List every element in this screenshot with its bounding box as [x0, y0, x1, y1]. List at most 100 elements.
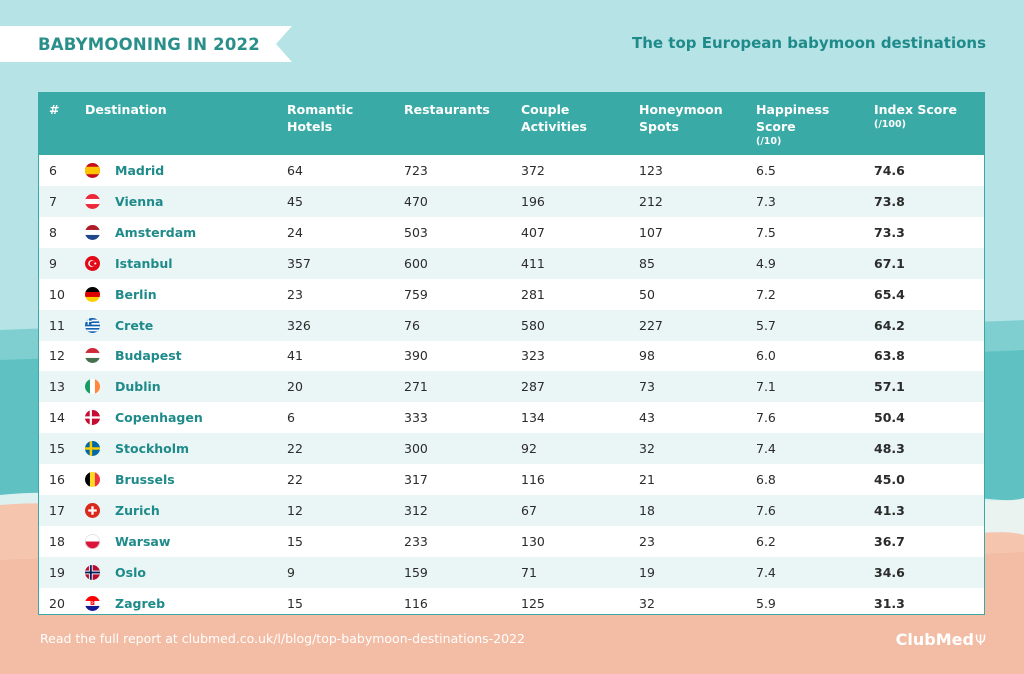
- cell-hotels: 15: [287, 533, 303, 549]
- cell-destination: Brussels: [115, 472, 175, 487]
- cell-index: 65.4: [874, 286, 905, 302]
- sweden-flag-icon: [85, 441, 100, 457]
- column-header-unit: (/100): [874, 119, 906, 130]
- cell-destination: Vienna: [115, 193, 164, 209]
- cell-hotels: 357: [287, 255, 311, 271]
- cell-index: 50.4: [874, 410, 905, 426]
- cell-activities: 287: [521, 379, 545, 395]
- cell-activities: 281: [521, 286, 545, 302]
- austria-flag-icon: [85, 193, 100, 209]
- cell-destination: Berlin: [115, 286, 157, 302]
- cell-destination: Dublin: [115, 379, 161, 395]
- cell-hotels: 326: [287, 317, 311, 333]
- table-row: 17 Zurich 12 312 67 18 7.6 41.3: [39, 494, 984, 526]
- cell-restaurants: 233: [404, 533, 428, 549]
- cell-hotels: 20: [287, 379, 303, 395]
- cell-spots: 50: [639, 286, 655, 302]
- cell-restaurants: 470: [404, 193, 428, 209]
- column-header: Destination: [85, 101, 275, 118]
- cell-index: 41.3: [874, 502, 905, 518]
- cell-destination: Stockholm: [115, 441, 190, 457]
- cell-spots: 227: [639, 317, 663, 333]
- ireland-flag-icon: [85, 379, 100, 395]
- cell-activities: 116: [521, 472, 545, 487]
- cell-restaurants: 76: [404, 317, 420, 333]
- cell-activities: 125: [521, 595, 545, 611]
- table-row: 9 Istanbul 357 600 411 85 4.9 67.1: [39, 247, 984, 279]
- column-header-label: Destination: [85, 102, 167, 117]
- cell-hotels: 12: [287, 502, 303, 518]
- table-row: 6 Madrid 64 723 372 123 6.5 74.6: [39, 155, 984, 186]
- cell-restaurants: 317: [404, 472, 428, 487]
- cell-rank: 16: [49, 472, 65, 487]
- cell-activities: 71: [521, 564, 537, 580]
- cell-spots: 107: [639, 224, 663, 240]
- cell-activities: 372: [521, 163, 545, 178]
- cell-rank: 9: [49, 255, 57, 271]
- cell-happiness: 6.0: [756, 348, 776, 364]
- cell-happiness: 4.9: [756, 255, 776, 271]
- table-row: 14 Copenhagen 6 333 134 43 7.6 50.4: [39, 402, 984, 433]
- belgium-flag-icon: [85, 472, 100, 487]
- cell-restaurants: 503: [404, 224, 428, 240]
- cell-rank: 10: [49, 286, 65, 302]
- table-row: 7 Vienna 45 470 196 212 7.3 73.8: [39, 185, 984, 217]
- cell-index: 36.7: [874, 533, 905, 549]
- cell-index: 74.6: [874, 163, 905, 178]
- cell-hotels: 15: [287, 595, 303, 611]
- cell-spots: 23: [639, 533, 655, 549]
- poland-flag-icon: [85, 533, 100, 549]
- cell-restaurants: 300: [404, 441, 428, 457]
- column-header-label: #: [49, 102, 60, 117]
- column-header: Restaurants: [404, 101, 504, 118]
- table-row: 10 Berlin 23 759 281 50 7.2 65.4: [39, 279, 984, 310]
- table-row: 13 Dublin 20 271 287 73 7.1 57.1: [39, 371, 984, 403]
- cell-hotels: 45: [287, 193, 303, 209]
- table-row: 11 Crete 326 76 580 227 5.7 64.2: [39, 309, 984, 341]
- cell-happiness: 6.5: [756, 163, 776, 178]
- netherlands-flag-icon: [85, 224, 100, 240]
- cell-hotels: 22: [287, 472, 303, 487]
- cell-hotels: 41: [287, 348, 303, 364]
- table-row: 18 Warsaw 15 233 130 23 6.2 36.7: [39, 526, 984, 557]
- cell-rank: 8: [49, 224, 57, 240]
- cell-activities: 67: [521, 502, 537, 518]
- cell-restaurants: 271: [404, 379, 428, 395]
- cell-happiness: 7.5: [756, 224, 776, 240]
- column-header: Couple Activities: [521, 101, 621, 135]
- cell-hotels: 64: [287, 163, 303, 178]
- trident-icon: Ψ: [974, 633, 986, 649]
- cell-rank: 13: [49, 379, 65, 395]
- column-header: Honeymoon Spots: [639, 101, 739, 135]
- cell-restaurants: 116: [404, 595, 428, 611]
- cell-happiness: 7.4: [756, 564, 776, 580]
- cell-spots: 18: [639, 502, 655, 518]
- cell-index: 67.1: [874, 255, 905, 271]
- cell-rank: 6: [49, 163, 57, 178]
- table-row: 16 Brussels 22 317 116 21 6.8 45.0: [39, 464, 984, 495]
- norway-flag-icon: [85, 564, 100, 580]
- cell-happiness: 6.2: [756, 533, 776, 549]
- hungary-flag-icon: [85, 348, 100, 364]
- destinations-table: # Destination Romantic Hotels Restaurants Co…: [38, 92, 985, 615]
- cell-rank: 17: [49, 502, 65, 518]
- cell-destination: Amsterdam: [115, 224, 197, 240]
- cell-index: 64.2: [874, 317, 905, 333]
- source-note: Read the full report at clubmed.co.uk/l/…: [40, 631, 526, 646]
- cell-rank: 7: [49, 193, 57, 209]
- cell-destination: Warsaw: [115, 533, 171, 549]
- cell-hotels: 24: [287, 224, 303, 240]
- cell-restaurants: 759: [404, 286, 428, 302]
- cell-activities: 323: [521, 348, 545, 364]
- column-header: Romantic Hotels: [287, 101, 387, 135]
- page-title: BABYMOONING IN 2022: [38, 35, 260, 54]
- cell-destination: Madrid: [115, 163, 165, 178]
- spain-flag-icon: [85, 163, 100, 178]
- cell-happiness: 7.6: [756, 502, 776, 518]
- cell-index: 45.0: [874, 472, 905, 487]
- cell-rank: 18: [49, 533, 65, 549]
- cell-restaurants: 723: [404, 163, 428, 178]
- cell-restaurants: 390: [404, 348, 428, 364]
- cell-rank: 19: [49, 564, 65, 580]
- column-header-label: Couple Activities: [521, 102, 587, 134]
